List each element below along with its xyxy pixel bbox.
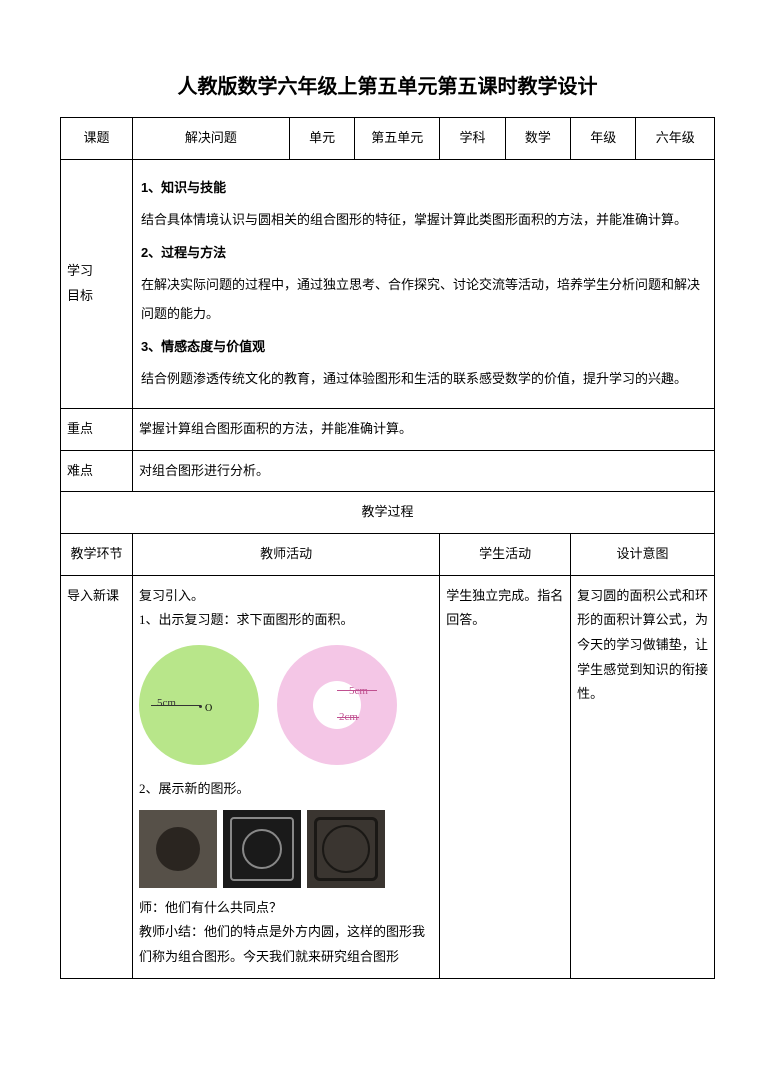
unit-value: 第五单元	[355, 118, 440, 160]
student-cell: 学生独立完成。指名回答。	[440, 575, 571, 978]
ring-inner-label: 2cm	[339, 707, 358, 728]
key-label: 重点	[61, 408, 133, 450]
obj-p2: 在解决实际问题的过程中，通过独立思考、合作探究、讨论交流等活动，培养学生分析问题…	[141, 271, 706, 328]
table-row: 教学环节 教师活动 学生活动 设计意图	[61, 533, 715, 575]
col-intent: 设计意图	[571, 533, 715, 575]
subject-value: 数学	[505, 118, 570, 160]
stage-cell: 导入新课	[61, 575, 133, 978]
col-teacher: 教师活动	[132, 533, 439, 575]
process-header: 教学过程	[61, 492, 715, 534]
obj-h1: 1、知识与技能	[141, 174, 706, 203]
thumbnail-row	[139, 810, 433, 888]
grade-value: 六年级	[636, 118, 715, 160]
objectives-label: 学习目标	[61, 159, 133, 408]
table-row: 难点 对组合图形进行分析。	[61, 450, 715, 492]
page-title: 人教版数学六年级上第五单元第五课时教学设计	[60, 70, 715, 99]
review-diagrams: 5cm O 5cm 2cm	[139, 645, 433, 765]
teacher-q1: 1、出示复习题：求下面图形的面积。	[139, 608, 433, 633]
col-stage: 教学环节	[61, 533, 133, 575]
table-row: 重点 掌握计算组合图形面积的方法，并能准确计算。	[61, 408, 715, 450]
center-label: O	[205, 699, 212, 718]
intent-cell: 复习圆的面积公式和环形的面积计算公式，为今天的学习做铺垫，让学生感觉到知识的衔接…	[571, 575, 715, 978]
lesson-table: 课题 解决问题 单元 第五单元 学科 数学 年级 六年级 学习目标 1、知识与技…	[60, 117, 715, 979]
circle-diagram: 5cm O	[139, 645, 259, 765]
teacher-q2: 2、展示新的图形。	[139, 777, 433, 802]
topic-value: 解决问题	[132, 118, 289, 160]
obj-p3: 结合例题渗透传统文化的教育，通过体验图形和生活的联系感受数学的价值，提升学习的兴…	[141, 365, 706, 394]
thumb-1	[139, 810, 217, 888]
radius-label: 5cm	[157, 693, 176, 714]
key-value: 掌握计算组合图形面积的方法，并能准确计算。	[132, 408, 714, 450]
table-row: 导入新课 复习引入。 1、出示复习题：求下面图形的面积。 5cm O 5cm 2…	[61, 575, 715, 978]
col-student: 学生活动	[440, 533, 571, 575]
obj-h2: 2、过程与方法	[141, 239, 706, 268]
table-row: 学习目标 1、知识与技能 结合具体情境认识与圆相关的组合图形的特征，掌握计算此类…	[61, 159, 715, 408]
teacher-ask: 师：他们有什么共同点？	[139, 896, 433, 921]
obj-h3: 3、情感态度与价值观	[141, 333, 706, 362]
subject-label: 学科	[440, 118, 505, 160]
unit-label: 单元	[289, 118, 354, 160]
thumb-3	[307, 810, 385, 888]
table-row: 教学过程	[61, 492, 715, 534]
topic-label: 课题	[61, 118, 133, 160]
objectives-content: 1、知识与技能 结合具体情境认识与圆相关的组合图形的特征，掌握计算此类图形面积的…	[132, 159, 714, 408]
teacher-cell: 复习引入。 1、出示复习题：求下面图形的面积。 5cm O 5cm 2cm 2、…	[132, 575, 439, 978]
grade-label: 年级	[571, 118, 636, 160]
diff-value: 对组合图形进行分析。	[132, 450, 714, 492]
ring-outer-label: 5cm	[349, 681, 368, 702]
ring-diagram: 5cm 2cm	[277, 645, 397, 765]
table-row: 课题 解决问题 单元 第五单元 学科 数学 年级 六年级	[61, 118, 715, 160]
center-dot-icon	[199, 705, 202, 708]
thumb-2	[223, 810, 301, 888]
teacher-sum: 教师小结：他们的特点是外方内圆，这样的图形我们称为组合图形。今天我们就来研究组合…	[139, 920, 433, 969]
obj-p1: 结合具体情境认识与圆相关的组合图形的特征，掌握计算此类图形面积的方法，并能准确计…	[141, 206, 706, 235]
diff-label: 难点	[61, 450, 133, 492]
teacher-intro: 复习引入。	[139, 584, 433, 609]
